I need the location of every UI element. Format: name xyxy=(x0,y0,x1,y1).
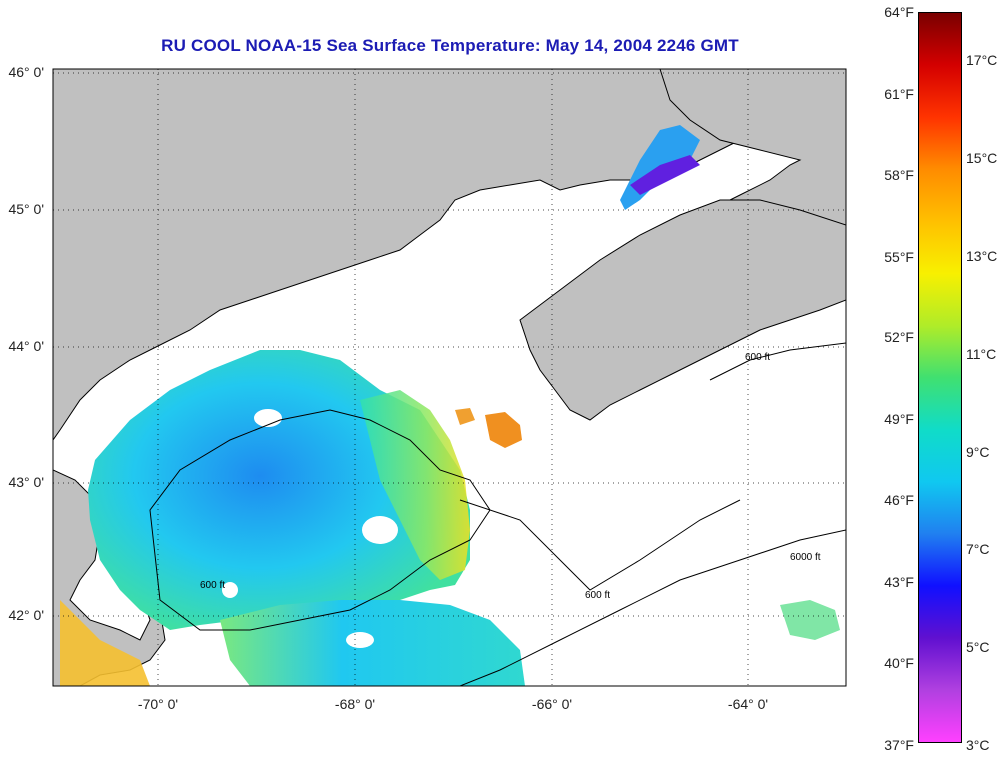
sst-east-blob xyxy=(360,390,470,580)
map-title: RU COOL NOAA-15 Sea Surface Temperature:… xyxy=(161,36,739,55)
sst-warm-patch-2 xyxy=(455,408,475,425)
colorbar-c-17: 17°C xyxy=(966,52,998,68)
contour-6000ft xyxy=(458,529,846,686)
colorbar-f-64: 64°F xyxy=(884,4,914,20)
lat-label-42: 42° 0' xyxy=(8,607,44,623)
lon-label-70: -70° 0' xyxy=(137,696,179,712)
sst-warm-patch xyxy=(485,412,522,448)
lon-label-68: -68° 0' xyxy=(334,696,376,712)
sst-capecod-warm xyxy=(60,600,150,686)
lat-label-46: 46° 0' xyxy=(8,64,44,80)
contour-600ft-east xyxy=(459,499,741,591)
contour-600ft-ne xyxy=(709,342,846,381)
contour-label-6000: 6000 ft xyxy=(790,552,821,563)
colorbar-f-40: 40°F xyxy=(884,655,914,671)
colorbar-f-55: 55°F xyxy=(884,249,914,265)
lat-label-44: 44° 0' xyxy=(8,338,44,354)
contour-label-600: 600 ft xyxy=(200,580,225,591)
colorbar-f-58: 58°F xyxy=(884,167,914,183)
lon-label-66: -66° 0' xyxy=(531,696,573,712)
sst-fundy-cold xyxy=(630,155,700,195)
map-frame xyxy=(52,68,847,687)
colorbar-f-37: 37°F xyxy=(884,737,914,753)
colorbar-c-3: 3°C xyxy=(966,737,990,753)
colorbar-f-52: 52°F xyxy=(884,329,914,345)
colorbar-c-5: 5°C xyxy=(966,639,990,655)
colorbar-c-7: 7°C xyxy=(966,541,990,557)
colorbar-c-13: 13°C xyxy=(966,248,998,264)
land-nova-scotia xyxy=(519,199,846,421)
lat-label-45: 45° 0' xyxy=(8,201,44,217)
temperature-colorbar xyxy=(918,12,962,743)
colorbar-f-61: 61°F xyxy=(884,86,914,102)
colorbar-c-15: 15°C xyxy=(966,150,998,166)
colorbar-c-9: 9°C xyxy=(966,444,990,460)
colorbar-f-46: 46°F xyxy=(884,492,914,508)
contour-label-600-b: 600 ft xyxy=(585,590,610,601)
sst-green-patch xyxy=(780,600,840,640)
colorbar-c-11: 11°C xyxy=(966,346,997,362)
contour-label-600-c: 600 ft xyxy=(745,352,770,363)
lat-label-43: 43° 0' xyxy=(8,474,44,490)
colorbar-f-49: 49°F xyxy=(884,411,914,427)
colorbar-f-43: 43°F xyxy=(884,574,914,590)
lon-label-64: -64° 0' xyxy=(727,696,769,712)
graticule xyxy=(53,69,846,686)
